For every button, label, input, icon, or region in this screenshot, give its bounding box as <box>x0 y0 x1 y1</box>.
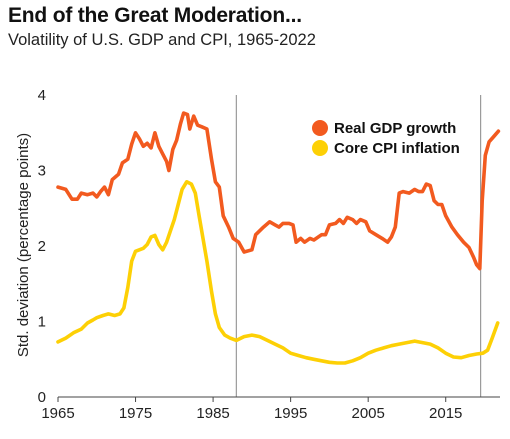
legend-label: Core CPI inflation <box>334 140 460 157</box>
legend-marker <box>312 120 328 136</box>
legend: Real GDP growth Core CPI inflation <box>312 120 460 157</box>
chart-subtitle: Volatility of U.S. GDP and CPI, 1965-202… <box>8 31 316 49</box>
y-tick-label: 0 <box>38 389 46 406</box>
chart-title: End of the Great Moderation... <box>8 4 302 27</box>
y-tick-label: 1 <box>38 314 46 331</box>
legend-label: Real GDP growth <box>334 120 456 137</box>
y-tick-label: 2 <box>38 238 46 255</box>
y-axis-label: Std. deviation (percentage points) <box>15 133 32 357</box>
x-tick-label: 1975 <box>119 405 152 422</box>
legend-marker <box>312 140 328 156</box>
x-tick-label: 1995 <box>274 405 307 422</box>
series-group <box>56 111 501 365</box>
series-line-core-cpi-inflation <box>56 180 500 365</box>
x-tick-label: 1985 <box>196 405 229 422</box>
y-tick-label: 3 <box>38 163 46 180</box>
axes: 1965 1975 1985 1995 2005 2015 0 1 2 3 4 <box>38 87 500 422</box>
y-tick-label: 4 <box>38 87 46 104</box>
x-tick-label: 1965 <box>41 405 74 422</box>
x-tick-label: 2015 <box>429 405 462 422</box>
x-tick-label: 2005 <box>351 405 384 422</box>
series-line-real-gdp-growth <box>56 111 501 271</box>
